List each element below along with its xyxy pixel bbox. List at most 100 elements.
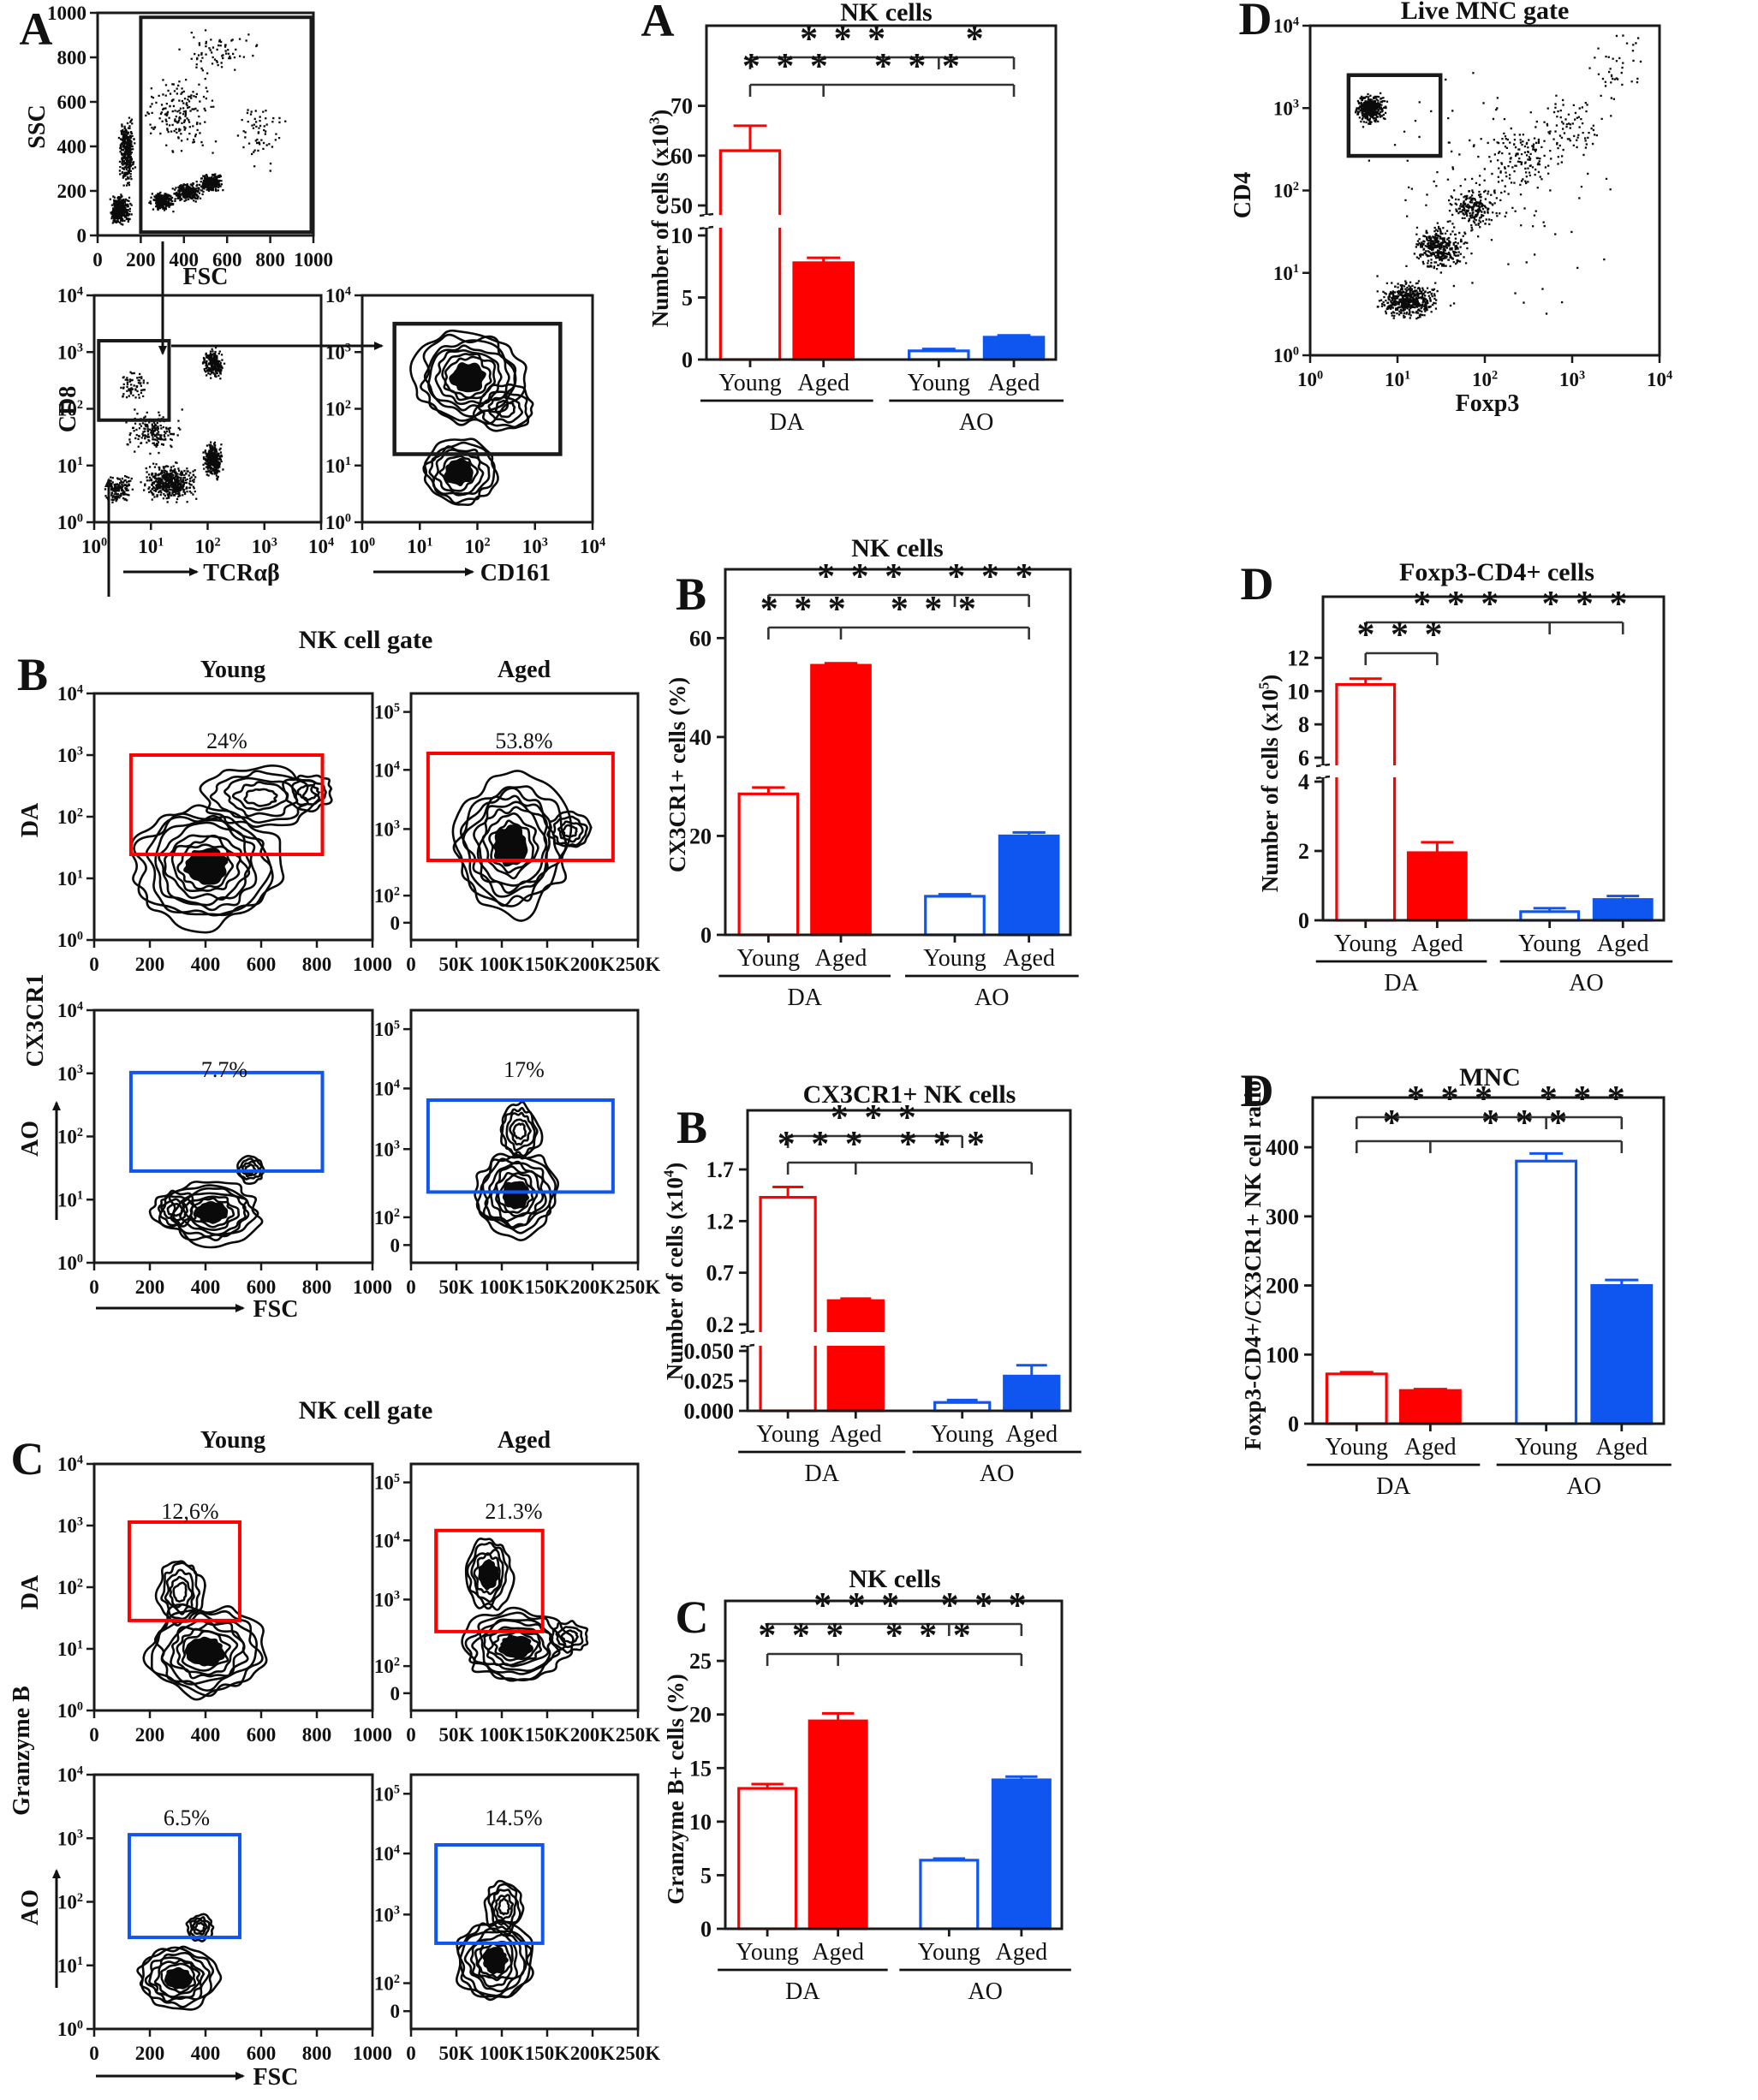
chart-panel-letter: D [1241, 558, 1274, 610]
x-tick-label: 100​ [349, 535, 375, 557]
bar-da-aged [792, 261, 855, 361]
contour-ring [483, 1879, 525, 1936]
scatter-cluster [202, 441, 224, 481]
bar-da-aged [826, 1299, 885, 1413]
scatter-cluster [1588, 34, 1642, 100]
bar-ao-aged [1592, 898, 1654, 922]
category-label: Aged [988, 370, 1040, 396]
contour-ring [154, 818, 258, 912]
chart-y-axis-label: Number of cells (x105​) [1256, 675, 1283, 893]
flow-plot-b-young-ao: 104​ 103​ 102​ 101​ 100​ 0 200 400 600 800 1000 7.7… [57, 999, 392, 1298]
panel-letter-D: D [1239, 0, 1272, 45]
x-tick-label: 100​ [81, 535, 107, 557]
contour-ring [464, 1538, 515, 1611]
category-label: Young [756, 1421, 819, 1448]
scatter-cluster [1446, 185, 1502, 234]
x-tick-label: 150K [525, 954, 570, 975]
panel-A: A SSC FSC CD8 TCRαβ CD161 1000 800 600 400 200 00 20… [20, 3, 605, 597]
sig-stars: * * * [874, 47, 963, 86]
scatter-cluster [140, 461, 198, 503]
x-tick-label: 1000 [353, 2043, 392, 2064]
y-tick-label: 1.2 [706, 1209, 735, 1234]
contour-ring [158, 821, 252, 907]
x-tick-label: 100K [480, 954, 525, 975]
gate-box [426, 751, 615, 862]
y-tick-label: 102​ [374, 884, 400, 907]
flow-plot-cd8-tcrab: 104​ 103​ 102​ 101​ 100​100​ 101​ 102​ 103​ 104​ [57, 284, 334, 557]
contour-ring [449, 462, 469, 482]
chart-panel-letter: A [641, 0, 675, 46]
chart-frame [724, 1599, 1064, 1930]
y-tick-label: 6 [1298, 746, 1309, 770]
bar-da-aged [1406, 851, 1468, 922]
x-tick-label: 400 [170, 249, 200, 271]
panel-title: Live MNC gate [1401, 0, 1570, 25]
y-tick-label: 104​ [57, 999, 83, 1021]
bar-da-young [1325, 1372, 1388, 1425]
gate-box [426, 1098, 615, 1194]
y-tick-label: 104​ [374, 759, 400, 782]
contour-ring [164, 834, 251, 901]
y-tick-label: 103​ [57, 1514, 83, 1537]
chart-y-axis-label: Number of cells (x103​) [647, 110, 673, 328]
y-tick-label: 104​ [57, 284, 83, 306]
category-label: Young [718, 370, 781, 396]
y-tick-label: 0 [700, 1917, 712, 1942]
scatter-cluster [171, 182, 204, 203]
contour-ring [512, 1122, 527, 1140]
gate-box [434, 1842, 545, 1945]
contour-ring [557, 820, 584, 843]
y-tick-label: 400 [57, 136, 87, 158]
sig-stars: * * * [941, 1586, 1030, 1626]
gate-box [139, 15, 313, 235]
category-label: Young [1334, 931, 1397, 957]
contour-ring [476, 1942, 513, 1979]
bar-da-aged [1398, 1389, 1462, 1425]
category-label: Young [1515, 1434, 1577, 1460]
category-label: Young [736, 1939, 798, 1966]
category-label: Young [931, 1421, 993, 1448]
contour-ring [505, 1184, 526, 1205]
y-tick-label: 70 [670, 94, 693, 119]
x-tick-label: 150K [525, 1724, 570, 1746]
y-tick-label: 102​ [57, 1126, 83, 1148]
x-tick-label: 1000 [353, 1724, 392, 1746]
y-tick-label: 102​ [57, 1576, 83, 1598]
gate-box [127, 1833, 241, 1940]
y-tick-label: 800 [57, 47, 87, 68]
contour-ring [192, 1640, 220, 1663]
y-tick-label: 100 [1266, 1342, 1299, 1367]
x-tick-label: 800 [302, 954, 332, 975]
contour-ring [464, 1611, 567, 1682]
plot-content [136, 1913, 223, 2011]
plot-frame [409, 1462, 640, 1712]
bar-da-young [718, 149, 782, 361]
contour-ring [497, 1174, 534, 1214]
y-tick-label: 200 [1266, 1274, 1299, 1299]
sig-stars: * * * [891, 590, 980, 629]
sig-stars: * * * [885, 1616, 974, 1656]
gate-percentage: 12,6% [161, 1499, 218, 1524]
chart-panel-letter: B [676, 568, 706, 620]
contour-ring [466, 1541, 509, 1610]
contour-ring [476, 806, 548, 887]
contour-ring [194, 1921, 206, 1933]
y-tick-label: 10 [689, 1810, 712, 1835]
y-tick-label: 0 [700, 923, 712, 948]
category-label: Aged [815, 945, 867, 972]
y-tick-label: 0 [1288, 1412, 1299, 1437]
scatter-cluster [1479, 127, 1559, 196]
plot-frame [409, 1008, 640, 1264]
contour-ring [462, 794, 551, 898]
y-tick-label: 104​ [325, 284, 351, 306]
y-tick-label: 4 [1298, 770, 1309, 794]
chart-panel-letter: C [676, 1591, 709, 1643]
x-tick-label: 102​ [464, 535, 490, 557]
y-tick-label: 5 [700, 1863, 712, 1888]
sig-stars: * * * [742, 47, 831, 86]
x-tick-label: 50K [439, 2043, 474, 2064]
x-tick-label: 103​ [1559, 368, 1585, 390]
contour-ring [199, 1205, 223, 1220]
y-tick-label: 20 [689, 1703, 712, 1728]
